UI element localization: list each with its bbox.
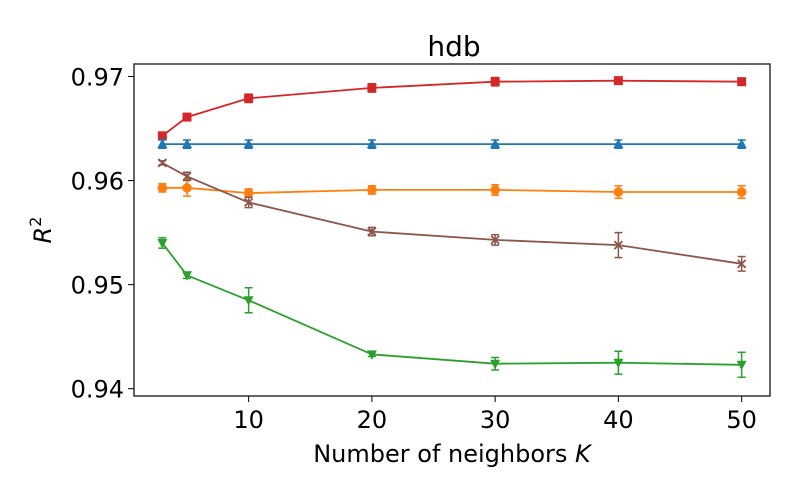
series-2 xyxy=(157,138,747,150)
x-tick-label: 30 xyxy=(480,406,511,434)
data-point xyxy=(490,185,500,195)
data-point xyxy=(243,296,254,306)
series-layer xyxy=(157,76,747,379)
series-1 xyxy=(157,76,747,141)
data-point xyxy=(367,83,377,93)
data-point xyxy=(613,187,624,197)
data-point xyxy=(736,187,747,197)
data-point xyxy=(736,138,747,149)
x-axis-label-main: Number of neighbors xyxy=(313,440,575,468)
data-point xyxy=(243,188,254,198)
data-point xyxy=(367,185,377,195)
data-point xyxy=(244,93,254,103)
data-point xyxy=(157,158,167,168)
data-point xyxy=(490,138,501,149)
series-5 xyxy=(157,237,747,379)
data-point xyxy=(243,197,254,208)
x-tick-label: 50 xyxy=(726,406,757,434)
data-point xyxy=(366,350,377,360)
series-line xyxy=(161,162,742,265)
data-point xyxy=(613,138,624,149)
y-tick-label: 0.94 xyxy=(71,376,124,404)
data-point xyxy=(243,138,254,149)
data-point xyxy=(490,235,500,245)
data-point xyxy=(182,138,192,149)
series-line xyxy=(161,79,742,137)
data-point xyxy=(490,77,500,87)
data-point xyxy=(737,77,747,87)
series-4 xyxy=(157,158,747,272)
x-tick-label: 20 xyxy=(357,406,388,434)
data-point xyxy=(737,259,747,269)
y-axis: 0.94 0.95 0.96 0.97 xyxy=(71,63,134,404)
plot-frame xyxy=(133,63,771,397)
x-axis-label: Number of neighbors K xyxy=(313,440,593,468)
data-point xyxy=(182,183,192,193)
data-point xyxy=(613,358,624,369)
data-point xyxy=(490,359,501,370)
data-point xyxy=(613,76,623,86)
data-point xyxy=(367,226,377,237)
x-axis: 10 20 30 40 50 xyxy=(233,396,757,434)
chart-title: hdb xyxy=(427,30,480,63)
data-point xyxy=(182,171,192,182)
data-point xyxy=(157,239,168,249)
data-point xyxy=(366,138,377,149)
series-3 xyxy=(157,178,747,200)
y-tick-label: 0.95 xyxy=(71,272,124,300)
data-point xyxy=(157,138,168,149)
data-point xyxy=(182,271,192,281)
data-point xyxy=(157,131,167,141)
data-point xyxy=(613,240,624,250)
x-tick-label: 10 xyxy=(233,406,264,434)
y-axis-label: R2 xyxy=(26,217,57,244)
data-point xyxy=(157,183,168,193)
y-tick-label: 0.96 xyxy=(71,168,124,196)
x-axis-label-var: K xyxy=(575,440,593,468)
x-tick-label: 40 xyxy=(603,406,634,434)
data-point xyxy=(182,112,192,122)
data-point xyxy=(736,360,747,371)
y-tick-label: 0.97 xyxy=(71,63,124,91)
